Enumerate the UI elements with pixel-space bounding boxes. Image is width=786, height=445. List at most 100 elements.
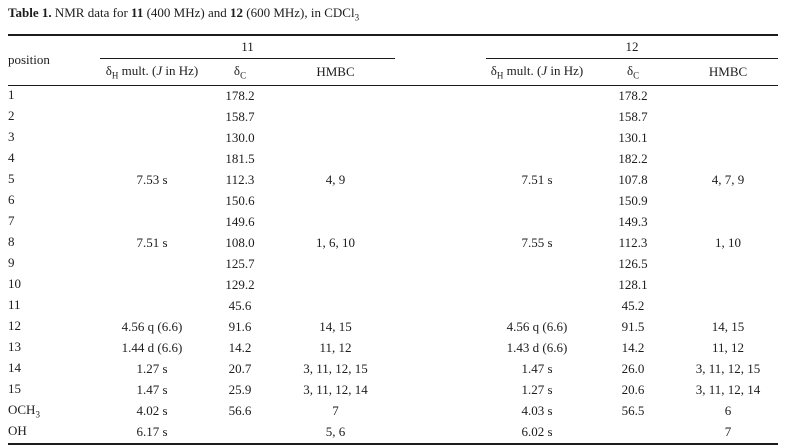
position-label: 14	[8, 360, 21, 376]
column-header-position: position	[8, 34, 100, 86]
position-label: 10	[8, 276, 21, 292]
position-cell: 4	[8, 149, 100, 170]
dh-11-cell: 4.56 q (6.6)	[121, 319, 183, 335]
dc-12-cell: 112.3	[618, 235, 648, 251]
dh-11-cell	[100, 85, 204, 107]
hmbc-12-cell: 6	[724, 403, 732, 419]
delta-symbol: δ	[105, 62, 112, 78]
dc-11-cell: 149.6	[225, 214, 255, 230]
group-header-compound-12: 12	[486, 34, 779, 59]
gap-cell	[395, 128, 486, 149]
hmbc-11-cell	[276, 107, 395, 128]
gap-cell	[395, 422, 486, 444]
hmbc-11-cell	[276, 191, 395, 212]
dc-12-cell: 130.1	[618, 130, 648, 146]
position-label: 13	[8, 339, 21, 355]
table-row: 1 178.2 178.2	[8, 85, 778, 107]
table-row: 5 7.53 s 112.3 4, 9 7.51 s 107.8 4, 7, 9	[8, 170, 778, 191]
position-cell: 14	[8, 359, 100, 380]
position-cell: OH	[8, 422, 100, 444]
dh-12-cell	[486, 107, 588, 128]
position-label: 7	[8, 213, 15, 229]
position-cell: 7	[8, 212, 100, 233]
table-row: 13 1.44 d (6.6) 14.2 11, 12 1.43 d (6.6)…	[8, 338, 778, 359]
gap-cell	[395, 359, 486, 380]
gap-cell	[395, 296, 486, 317]
caption-text: NMR data for	[51, 5, 132, 20]
column-header-hmbc-12: HMBC	[678, 58, 779, 86]
dc-12-cell: 45.2	[621, 298, 645, 314]
dc-11-cell: 158.7	[225, 109, 255, 125]
dh-12-cell	[486, 275, 588, 296]
gap-cell	[395, 275, 486, 296]
position-cell: 12	[8, 317, 100, 338]
gap-cell	[395, 380, 486, 401]
dh-11-cell: 6.17 s	[136, 424, 168, 440]
table-row: 14 1.27 s 20.7 3, 11, 12, 15 1.47 s 26.0…	[8, 359, 778, 380]
dc-12-cell: 182.2	[618, 151, 648, 167]
hmbc-11-cell	[276, 275, 395, 296]
delta-c-subscript: C	[240, 70, 247, 81]
position-cell: 1	[8, 85, 100, 107]
dc-12-cell: 149.3	[618, 214, 648, 230]
dh-11-cell: 7.53 s	[136, 172, 168, 188]
hmbc-11-cell	[276, 254, 395, 275]
caption-text: (600 MHz), in CDCl	[242, 5, 355, 20]
caption-compound-11: 11	[131, 5, 144, 20]
hmbc-11-cell	[276, 149, 395, 170]
dc-11-cell: 112.3	[225, 172, 255, 188]
dc-11-cell: 20.7	[228, 361, 252, 377]
column-header-dc-11: δC	[204, 58, 276, 86]
hmbc-11-cell: 4, 9	[325, 172, 346, 188]
column-header-dh-12: δH mult. (J in Hz)	[486, 58, 589, 86]
dc-11-cell: 14.2	[228, 340, 252, 356]
caption-compound-12: 12	[229, 5, 243, 20]
dc-11-cell: 178.2	[225, 88, 255, 104]
header-text: in Hz)	[547, 62, 584, 78]
dh-12-cell	[486, 128, 588, 149]
delta-symbol: δ	[233, 62, 241, 78]
dc-12-cell: 178.2	[618, 88, 648, 104]
column-header-hmbc-11: HMBC	[276, 58, 396, 86]
dc-11-cell: 181.5	[225, 151, 255, 167]
gap-cell	[395, 191, 486, 212]
table-row: 10 129.2 128.1	[8, 275, 778, 296]
dh-12-cell	[486, 296, 588, 317]
dc-11-cell: 150.6	[225, 193, 255, 209]
position-cell: 8	[8, 233, 100, 254]
dh-12-cell	[486, 191, 588, 212]
dh-11-cell: 1.47 s	[136, 382, 168, 398]
delta-c-subscript: C	[633, 70, 640, 81]
dc-12-cell: 56.5	[621, 403, 645, 419]
position-cell: 10	[8, 275, 100, 296]
hmbc-12-cell	[678, 296, 778, 317]
position-label: 15	[8, 381, 21, 397]
dc-11-cell: 125.7	[225, 256, 255, 272]
table-row: 2 158.7 158.7	[8, 107, 778, 128]
position-label: 9	[8, 255, 15, 271]
dh-12-cell: 1.47 s	[521, 361, 553, 377]
dh-12-cell: 1.43 d (6.6)	[506, 340, 568, 356]
column-header-dc-12: δC	[588, 58, 679, 86]
position-cell: 5	[8, 170, 100, 191]
hmbc-12-cell: 14, 15	[711, 319, 745, 335]
hmbc-11-cell: 7	[332, 403, 339, 419]
dh-11-cell	[100, 275, 204, 296]
dc-11-cell: 45.6	[228, 298, 252, 314]
hmbc-12-cell	[678, 107, 778, 128]
hmbc-12-cell	[678, 275, 778, 296]
gap-cell	[395, 233, 486, 254]
dh-11-cell	[100, 254, 204, 275]
position-label: 5	[8, 171, 15, 187]
dc-12-cell: 128.1	[618, 277, 648, 293]
table-row: 8 7.51 s 108.0 1, 6, 10 7.55 s 112.3 1, …	[8, 233, 778, 254]
position-cell: 6	[8, 191, 100, 212]
position-label: 2	[8, 108, 15, 124]
caption-subscript: 3	[354, 12, 360, 23]
column-gap	[395, 34, 487, 86]
dh-12-cell: 7.55 s	[521, 235, 553, 251]
header-text: in Hz)	[162, 62, 199, 78]
table-row: 11 45.6 45.2	[8, 296, 778, 317]
dh-12-cell: 6.02 s	[521, 424, 553, 440]
position-label: 12	[8, 318, 21, 334]
